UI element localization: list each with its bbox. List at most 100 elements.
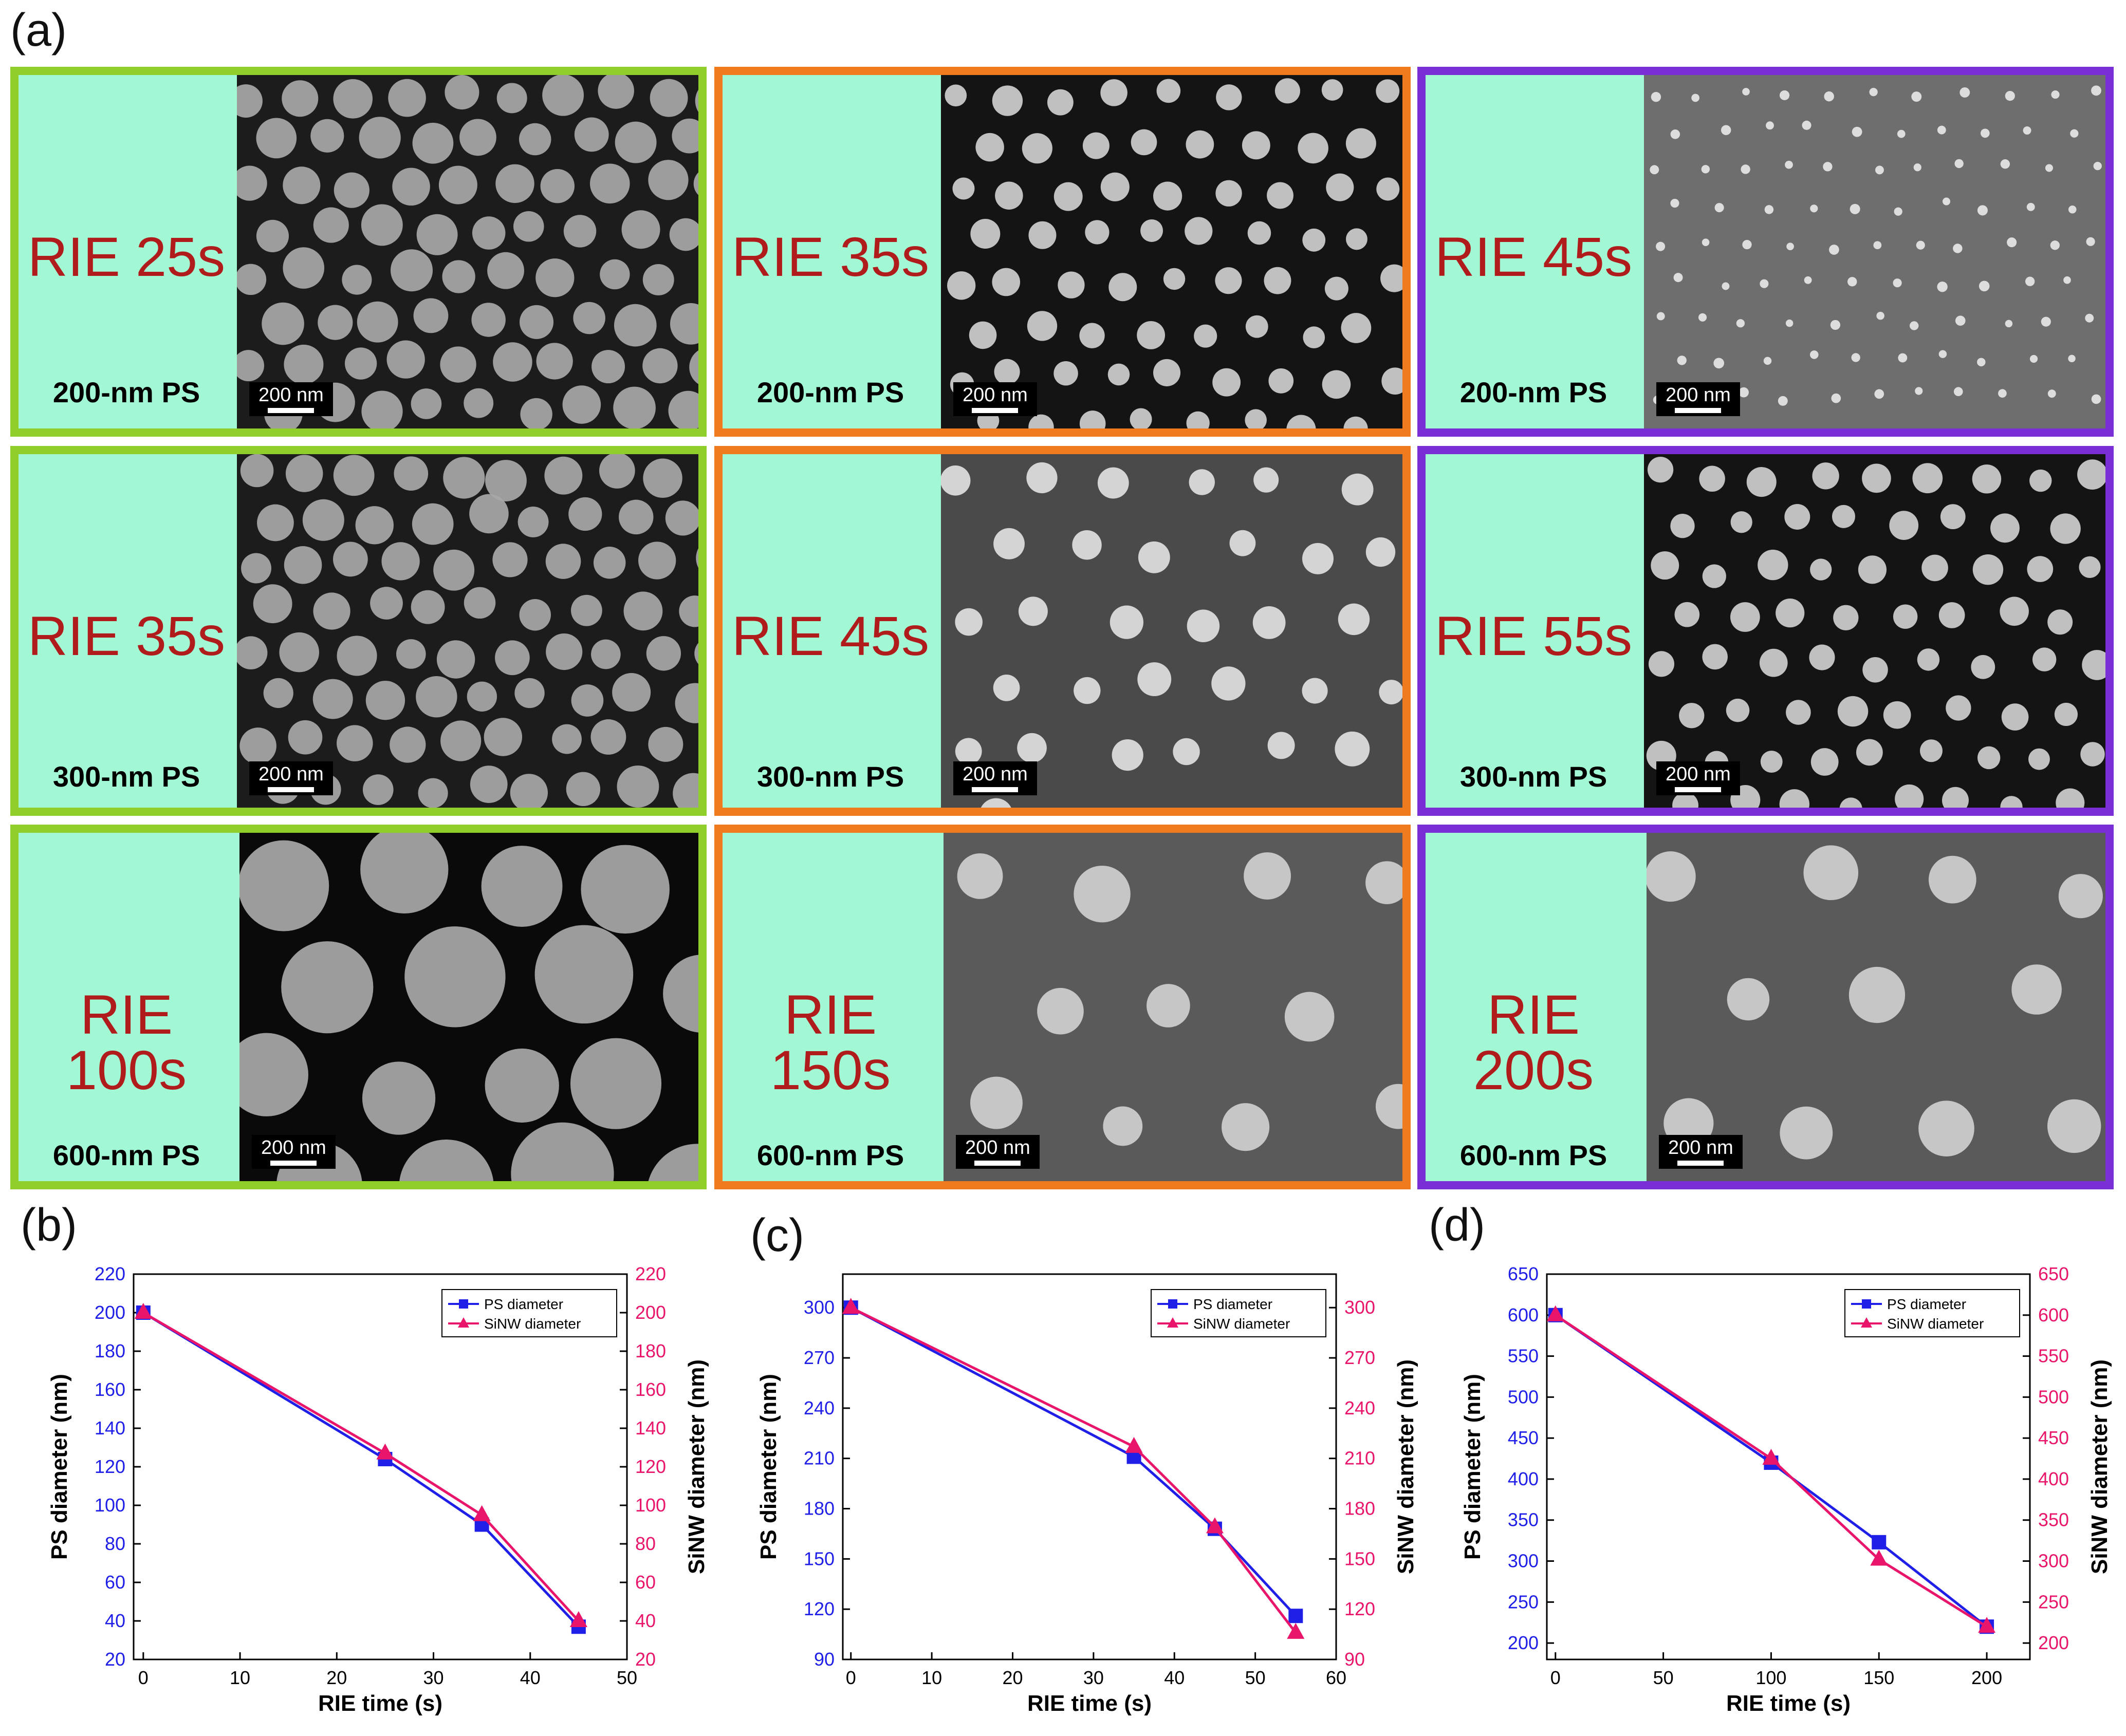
y2-tick-label: 180 <box>635 1340 666 1361</box>
legend-label: SiNW diameter <box>1193 1316 1290 1332</box>
series-line <box>1555 1314 1988 1628</box>
y2-tick-label: 60 <box>635 1572 656 1593</box>
scale-bar: 200 nm <box>953 761 1037 795</box>
panel-label-a: (a) <box>10 5 67 56</box>
scale-bar-label: 200 nm <box>965 1137 1030 1159</box>
y-tick-label: 250 <box>1508 1591 1539 1612</box>
scale-bar: 200 nm <box>249 382 333 416</box>
y2-axis-label: SiNW diameter (nm) <box>2087 1359 2112 1574</box>
y2-tick-label: 300 <box>1344 1297 1375 1318</box>
chart-b: 0 10 20 30 40 50 20 20 40 40 60 60 80 80 100 100 120 120 1… <box>31 1254 719 1731</box>
x-axis-label: RIE time (s) <box>1027 1691 1152 1716</box>
series-line <box>1555 1314 1988 1628</box>
data-point-triangle <box>473 1505 491 1521</box>
series-line <box>850 1306 1297 1617</box>
x-tick-label: 50 <box>1245 1667 1266 1688</box>
y2-tick-label: 180 <box>1344 1498 1375 1519</box>
x-tick-label: 0 <box>138 1667 149 1688</box>
y2-tick-label: 100 <box>635 1495 666 1516</box>
y-tick-label: 220 <box>95 1263 125 1284</box>
legend-label: PS diameter <box>484 1296 563 1312</box>
scale-bar-label: 200 nm <box>261 1137 326 1159</box>
legend-box <box>1151 1289 1326 1337</box>
x-tick-label: 30 <box>1083 1667 1104 1688</box>
data-point-triangle <box>1287 1622 1305 1639</box>
y2-tick-label: 400 <box>2038 1468 2069 1489</box>
y2-tick-label: 150 <box>1344 1548 1375 1569</box>
scale-bar: 200 nm <box>956 1135 1040 1169</box>
y-axis-label: PS diameter (nm) <box>47 1374 72 1560</box>
legend-marker-triangle <box>1167 1317 1178 1328</box>
y-tick-label: 500 <box>1508 1386 1539 1407</box>
legend-box <box>441 1289 617 1337</box>
ps-size-label: 300-nm PS <box>52 760 200 793</box>
y-tick-label: 140 <box>95 1417 125 1439</box>
scale-bar: 200 nm <box>249 761 333 795</box>
scale-bar-line <box>972 408 1019 413</box>
plot-frame <box>842 1273 1337 1660</box>
rie-time-label: RIE 45s <box>731 605 930 667</box>
x-tick-label: 30 <box>423 1667 444 1688</box>
y-tick-label: 60 <box>105 1572 125 1593</box>
y-tick-label: 80 <box>105 1533 125 1554</box>
sem-micrograph <box>1644 454 2105 808</box>
sem-micrograph <box>941 75 1402 428</box>
legend-marker-triangle <box>1861 1317 1872 1328</box>
rie-time-label: RIE 45s <box>1434 226 1633 288</box>
sem-tile: RIE 35s 300-nm PS 200 nm <box>10 446 707 816</box>
y2-tick-label: 550 <box>2038 1346 2069 1367</box>
sem-image: 200 nm <box>1644 75 2105 428</box>
y-tick-label: 550 <box>1508 1346 1539 1367</box>
y-tick-label: 20 <box>105 1649 125 1670</box>
series-line <box>142 1311 580 1628</box>
y-tick-label: 160 <box>95 1379 125 1400</box>
scale-bar: 200 nm <box>1656 382 1740 416</box>
rie-time-label: RIE 100s <box>66 983 187 1101</box>
y2-tick-label: 40 <box>635 1610 656 1631</box>
sem-image: 200 nm <box>941 454 1402 808</box>
data-point-triangle <box>1762 1449 1780 1465</box>
legend-marker-square <box>1168 1299 1177 1309</box>
ps-size-label: 200-nm PS <box>52 376 200 408</box>
chart-d: 0 50 100 150 200 200 200 250 250 300 300 350 350 400 4… <box>1444 1254 2122 1731</box>
scale-bar-line <box>1677 1161 1724 1166</box>
y2-tick-label: 200 <box>635 1302 666 1323</box>
y-tick-label: 450 <box>1508 1427 1539 1448</box>
y-tick-label: 210 <box>804 1448 835 1469</box>
y2-tick-label: 200 <box>2038 1632 2069 1653</box>
y-tick-label: 150 <box>804 1548 835 1569</box>
sem-micrograph <box>944 833 1402 1181</box>
x-tick-label: 100 <box>1755 1667 1786 1688</box>
scale-bar-label: 200 nm <box>258 763 324 785</box>
y2-tick-label: 120 <box>635 1456 666 1477</box>
y-tick-label: 90 <box>814 1649 835 1670</box>
y-tick-label: 180 <box>804 1498 835 1519</box>
scale-bar: 200 nm <box>252 1135 336 1169</box>
y2-tick-label: 160 <box>635 1379 666 1400</box>
x-tick-label: 40 <box>520 1667 541 1688</box>
rie-time-label: RIE 150s <box>770 983 891 1101</box>
sem-tile: RIE 45s 300-nm PS 200 nm <box>714 446 1411 816</box>
sem-tile: RIE 55s 300-nm PS 200 nm <box>1417 446 2114 816</box>
y-axis-label: PS diameter (nm) <box>756 1374 781 1560</box>
scale-bar-line <box>270 1161 317 1166</box>
data-point-triangle <box>1546 1305 1564 1321</box>
y2-tick-label: 650 <box>2038 1263 2069 1284</box>
y-tick-label: 400 <box>1508 1468 1539 1489</box>
y2-axis-label: SiNW diameter (nm) <box>684 1359 709 1574</box>
legend-marker-square <box>459 1299 468 1309</box>
sem-image: 200 nm <box>944 833 1402 1181</box>
sem-image: 200 nm <box>237 75 698 428</box>
scale-bar-label: 200 nm <box>258 384 324 406</box>
sem-image: 200 nm <box>239 833 698 1181</box>
y-tick-label: 600 <box>1508 1304 1539 1326</box>
ps-size-label: 600-nm PS <box>52 1139 200 1171</box>
rie-time-label: RIE 35s <box>731 226 930 288</box>
x-tick-label: 200 <box>1971 1667 2002 1688</box>
rie-time-label: RIE 200s <box>1473 983 1594 1101</box>
sem-image: 200 nm <box>1644 454 2105 808</box>
y2-tick-label: 240 <box>1344 1397 1375 1418</box>
series-line <box>142 1311 580 1622</box>
plot-frame <box>1546 1273 2031 1660</box>
data-point-triangle <box>569 1611 587 1627</box>
